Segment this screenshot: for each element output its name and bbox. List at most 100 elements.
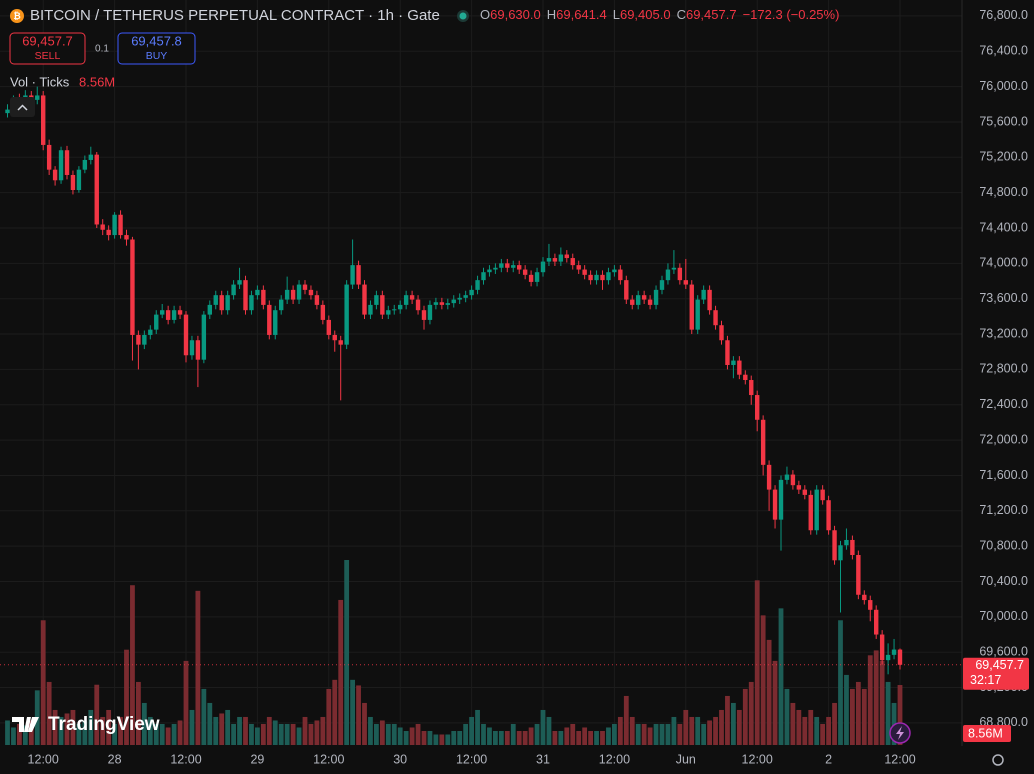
candle-body xyxy=(844,539,849,546)
candle-body xyxy=(897,649,903,665)
collapse-icon xyxy=(17,104,28,111)
volume-bar xyxy=(719,709,724,745)
x-tick-label: 31 xyxy=(536,752,550,766)
candles xyxy=(0,86,962,675)
candle-body xyxy=(308,289,314,296)
candle-body xyxy=(213,295,218,305)
volume-bar xyxy=(260,723,266,745)
countdown: 32:17 xyxy=(970,673,1001,687)
x-tick-label: 12:00 xyxy=(456,752,487,766)
volume-bar xyxy=(641,723,647,745)
candle-body xyxy=(778,479,784,520)
sell-button[interactable] xyxy=(9,32,86,65)
volume-bar xyxy=(736,709,742,745)
readout-value: 69,457.7 xyxy=(686,7,737,22)
volume-bar xyxy=(82,720,88,745)
y-tick-label: 76,800.0 xyxy=(979,8,1028,22)
candle-body xyxy=(891,649,897,655)
settings-icon[interactable] xyxy=(992,754,1004,766)
x-tick-label: Jun xyxy=(676,752,696,766)
candle-body xyxy=(41,95,46,145)
candle-body xyxy=(653,289,659,305)
volume-bar xyxy=(814,716,820,745)
volume-bar xyxy=(475,709,480,745)
candle-body xyxy=(606,272,611,281)
volume-bar xyxy=(879,660,885,745)
watermark: TradingView xyxy=(48,714,160,735)
candle-body xyxy=(183,314,189,356)
candle-body xyxy=(130,239,135,335)
volume-bar xyxy=(201,688,207,745)
candle-body xyxy=(392,309,397,311)
sell-price: 69,457.7 xyxy=(22,33,73,48)
y-tick-label: 75,600.0 xyxy=(979,114,1028,128)
candle-body xyxy=(469,289,474,296)
candle-body xyxy=(160,310,165,315)
readout-key: H xyxy=(547,7,556,22)
candle-body xyxy=(94,154,99,225)
volume-bar xyxy=(40,620,46,745)
candle-body xyxy=(58,150,64,181)
buy-button[interactable] xyxy=(117,32,196,65)
candle-body xyxy=(70,174,76,191)
volume-bar xyxy=(147,716,153,745)
spread: 0.1 xyxy=(95,44,109,55)
volume-bar xyxy=(445,734,451,745)
candle-body xyxy=(231,284,236,296)
candle-body xyxy=(344,284,349,345)
candle-body xyxy=(290,289,296,300)
candle-body xyxy=(463,295,468,298)
y-tick-label: 71,200.0 xyxy=(979,503,1028,517)
volume-bar xyxy=(88,709,94,745)
readout-key: C xyxy=(677,7,686,22)
candle-body xyxy=(683,280,688,285)
candle-body xyxy=(124,235,129,240)
candle-body xyxy=(582,269,587,275)
volume-bar xyxy=(94,684,100,745)
volume-bar xyxy=(522,730,528,745)
volume-bar xyxy=(742,688,748,745)
candle-body xyxy=(600,274,605,281)
candle-body xyxy=(564,254,569,259)
candle-body xyxy=(207,304,212,315)
y-tick-label: 73,600.0 xyxy=(979,291,1028,305)
volume-bar xyxy=(356,685,361,745)
y-tick-label: 69,600.0 xyxy=(979,645,1028,659)
volume-bar xyxy=(731,702,736,745)
buy-price: 69,457.8 xyxy=(131,33,182,48)
volume-bar xyxy=(165,727,171,745)
volume-bar xyxy=(635,723,641,745)
candle-body xyxy=(421,310,427,320)
candle-body xyxy=(879,634,885,661)
volume-bar xyxy=(64,713,70,745)
candle-body xyxy=(386,310,391,315)
volume-bar xyxy=(195,590,201,745)
buy-label: BUY xyxy=(146,50,168,62)
candle-body xyxy=(546,258,552,262)
volume-bar xyxy=(504,730,510,745)
volume-bar xyxy=(481,723,486,745)
volume-bar xyxy=(397,727,403,745)
candle-body xyxy=(88,154,93,160)
collapse-button[interactable] xyxy=(10,97,35,117)
last-price-box xyxy=(963,657,1029,690)
candle-body xyxy=(195,340,201,360)
candle-body xyxy=(832,530,837,561)
volume-bar xyxy=(439,734,445,745)
candle-body xyxy=(737,360,742,375)
volume-bar xyxy=(28,720,34,745)
candle-body xyxy=(647,299,653,305)
x-tick-label: 12:00 xyxy=(884,752,915,766)
volume-bar xyxy=(320,716,326,745)
volume-bar xyxy=(528,727,534,745)
volume-bar xyxy=(385,723,391,745)
volume-bar xyxy=(415,723,421,745)
btc-icon xyxy=(10,9,24,23)
volume-bar xyxy=(213,716,219,745)
volume-bar xyxy=(332,679,338,745)
volume-bar xyxy=(22,725,28,745)
volume-bar xyxy=(510,723,516,745)
candle-body xyxy=(731,360,736,365)
candle-body xyxy=(874,609,879,635)
candle-body xyxy=(576,265,581,270)
